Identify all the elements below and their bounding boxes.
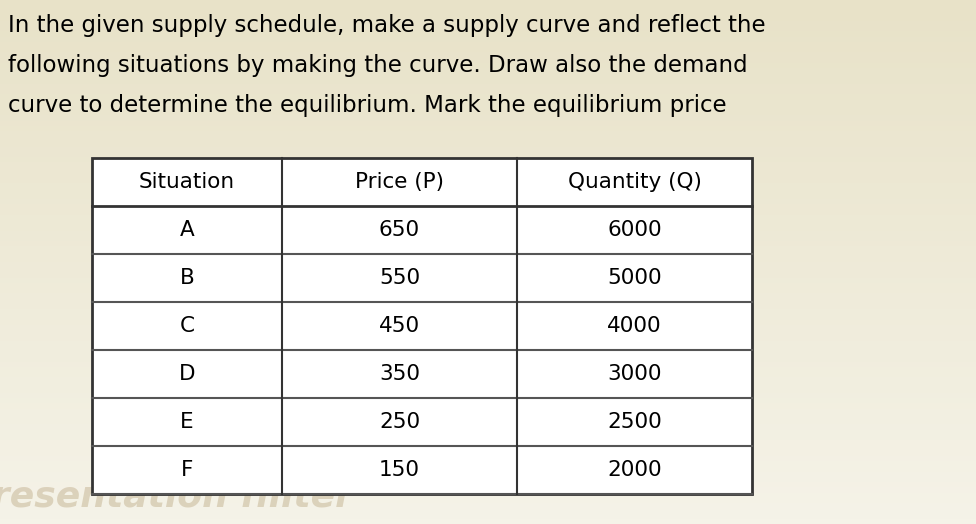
Text: 550: 550 [379,268,420,288]
Text: D: D [179,364,195,384]
Text: E: E [181,412,194,432]
Text: 350: 350 [379,364,420,384]
Text: Price (P): Price (P) [355,172,444,192]
Text: Quantity (Q): Quantity (Q) [568,172,702,192]
Text: B: B [180,268,194,288]
Text: 450: 450 [379,316,420,336]
Text: 6000: 6000 [607,220,662,240]
Text: following situations by making the curve. Draw also the demand: following situations by making the curve… [8,54,748,77]
Text: 3000: 3000 [607,364,662,384]
Text: 650: 650 [379,220,420,240]
Text: Situation: Situation [139,172,235,192]
Text: F: F [181,460,193,480]
Text: curve to determine the equilibrium. Mark the equilibrium price: curve to determine the equilibrium. Mark… [8,94,726,117]
Text: In the given supply schedule, make a supply curve and reflect the: In the given supply schedule, make a sup… [8,14,765,37]
Text: 4000: 4000 [607,316,662,336]
Text: 250: 250 [379,412,420,432]
Text: 2000: 2000 [607,460,662,480]
Text: C: C [180,316,194,336]
Text: 2500: 2500 [607,412,662,432]
Text: 5000: 5000 [607,268,662,288]
Text: A: A [180,220,194,240]
Bar [92,158,752,494]
Text: 150: 150 [379,460,420,480]
Text: presentation fillter: presentation fillter [0,480,353,514]
